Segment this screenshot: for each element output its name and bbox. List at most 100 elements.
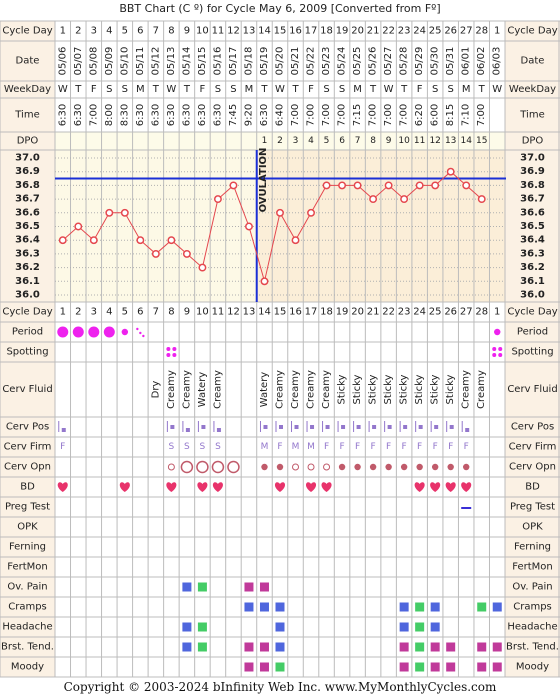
cerv-opn-small — [292, 463, 300, 471]
bbt-point — [58, 236, 67, 245]
date-label: 05/22 — [306, 47, 317, 76]
bbt-point — [167, 236, 176, 245]
cerv-firm-label: F — [355, 442, 360, 452]
cerv-pos-mark — [61, 428, 66, 432]
cycle-day-label: 27 — [460, 307, 473, 318]
row-label-left: Cerv Fluid — [2, 384, 52, 395]
bbt-point — [276, 208, 284, 217]
bbt-point — [213, 195, 222, 204]
row-label-right: Ferning — [514, 542, 551, 553]
cerv-pos-mark — [263, 425, 268, 429]
cycle-day-label: 23 — [398, 26, 411, 37]
weekday-label: M — [353, 84, 362, 95]
cerv-fluid-label: Sticky — [368, 374, 379, 404]
weekday-label: S — [106, 84, 112, 95]
cycle-day-label: 5 — [122, 26, 128, 37]
date-label: 05/08 — [88, 47, 99, 76]
weekday-label: F — [417, 84, 423, 95]
date-label: 05/31 — [445, 47, 456, 76]
date-label: 05/19 — [259, 47, 270, 76]
bd-heart-icon — [445, 482, 456, 492]
dpo-label: 11 — [414, 136, 425, 146]
cerv-firm-label: F — [371, 442, 376, 452]
date-label: 05/23 — [321, 47, 332, 76]
brst-tend-mark — [182, 642, 192, 652]
time-label: 7:00 — [321, 104, 332, 126]
cerv-opn-large — [196, 460, 209, 474]
date-label: 05/28 — [399, 47, 410, 76]
ovulation-label: OVULATION — [258, 148, 269, 213]
cerv-opn-dot — [416, 463, 423, 471]
ov-pain-mark — [259, 582, 269, 592]
row-label-left: Cramps — [8, 602, 47, 613]
date-label: 05/29 — [414, 47, 425, 76]
date-label: 06/02 — [476, 47, 487, 76]
weekday-label: T — [152, 84, 160, 95]
bd-heart-icon — [119, 482, 130, 492]
weekday-label: S — [323, 84, 329, 95]
row-label-left: WeekDay — [4, 84, 51, 95]
bbt-point — [260, 277, 269, 286]
bd-heart-icon — [274, 482, 286, 492]
bbt-point — [229, 181, 238, 190]
bbt-point — [446, 167, 455, 176]
cycle-day-label: 22 — [382, 307, 395, 318]
row-label-right: Cerv Fluid — [507, 384, 557, 395]
cycle-day-label: 2 — [75, 26, 81, 37]
spotting-dot — [172, 353, 177, 357]
brst-tend-mark — [430, 642, 440, 652]
dpo-label: 14 — [460, 136, 472, 146]
cycle-day-label: 21 — [367, 26, 380, 37]
time-label: 7:10 — [461, 104, 472, 126]
headache-mark — [182, 622, 192, 632]
weekday-label: F — [200, 84, 206, 95]
weekday-label: W — [58, 84, 68, 95]
cerv-fluid-label: Sticky — [445, 374, 456, 404]
row-label-right: Spotting — [511, 347, 553, 358]
dpo-label: 5 — [324, 136, 330, 146]
dpo-label: 2 — [277, 136, 283, 146]
cerv-pos-mark — [418, 425, 423, 429]
cycle-day-label: 10 — [196, 307, 209, 318]
cycle-day-label: 9 — [184, 26, 190, 37]
moody-mark — [244, 662, 254, 672]
cycle-day-label: 13 — [243, 26, 256, 37]
date-label: 05/17 — [228, 47, 239, 76]
cycle-day-label: 21 — [367, 307, 380, 318]
chart-title: BBT Chart (C º) for Cycle May 6, 2009 [C… — [119, 2, 441, 15]
time-label: 6:30 — [259, 104, 270, 126]
weekday-label: W — [166, 84, 176, 95]
time-label: 8:00 — [104, 104, 115, 126]
right-label-column — [505, 21, 560, 677]
y-tick-label-left: 36.6 — [15, 207, 40, 218]
cerv-opn-dot — [276, 463, 284, 471]
cerv-firm-label: F — [417, 442, 422, 452]
bbt-point — [322, 181, 331, 190]
brst-tend-mark — [244, 642, 254, 652]
row-label-left: Headache — [2, 622, 52, 633]
row-label-right: Headache — [507, 622, 557, 633]
cycle-day-label: 17 — [305, 26, 318, 37]
copyright-footer: Copyright © 2003-2024 bInfinity Web Inc.… — [63, 680, 497, 694]
weekday-label: S — [432, 84, 438, 95]
y-tick-label-left: 36.9 — [15, 166, 40, 177]
headache-mark — [430, 622, 440, 632]
cycle-day-label: 8 — [168, 307, 174, 318]
cramps-mark — [399, 602, 409, 612]
cerv-pos-mark — [216, 428, 221, 432]
y-tick-label-left: 36.5 — [15, 221, 40, 232]
cycle-day-label: 8 — [168, 26, 174, 37]
bbt-point — [291, 236, 300, 245]
cycle-day-label: 1 — [60, 26, 66, 37]
period-heavy — [72, 326, 84, 338]
cerv-pos-mark — [356, 425, 361, 429]
cycle-day-label: 20 — [351, 26, 364, 37]
date-label: 05/13 — [166, 47, 177, 76]
date-label: 05/30 — [430, 47, 441, 76]
time-label: 6:30 — [57, 104, 68, 126]
weekday-label: S — [215, 84, 221, 95]
cerv-firm-label: M — [261, 442, 269, 452]
cycle-day-label: 5 — [122, 307, 128, 318]
row-label-left: BD — [20, 482, 35, 493]
cycle-day-label: 6 — [137, 307, 143, 318]
